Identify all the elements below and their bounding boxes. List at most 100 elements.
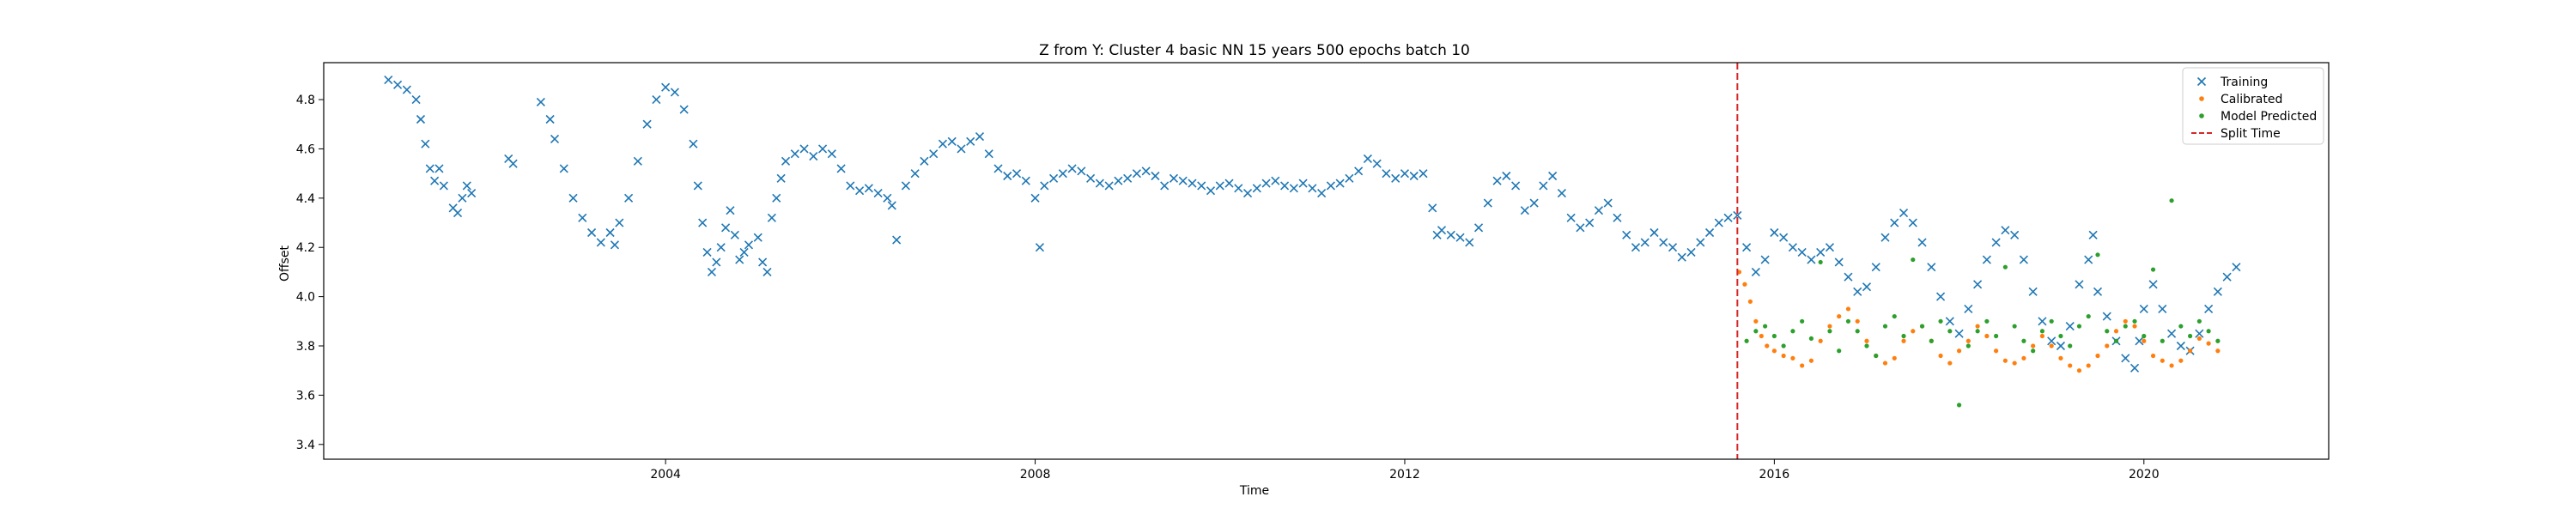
x-stroke <box>975 132 985 142</box>
x-stroke <box>411 94 421 105</box>
training-point <box>568 193 578 203</box>
training-point <box>1354 167 1364 176</box>
training-point <box>1345 173 1354 183</box>
training-point <box>1400 169 1410 179</box>
calibrated-point <box>1781 353 1786 359</box>
model-predicted-point <box>1744 338 1749 343</box>
x-stroke <box>1511 181 1521 191</box>
x-stroke <box>966 136 975 146</box>
training-point <box>1659 238 1668 247</box>
calibrated-point <box>2215 348 2221 354</box>
x-stroke <box>2047 336 2057 346</box>
x-stroke <box>846 181 855 191</box>
axes: 2004 2008 2012 2016 2020 3.4 3.6 3.8 4.0 4.2 4.4 4.… <box>296 62 2330 482</box>
x-stroke <box>730 230 739 239</box>
x-stroke <box>2065 321 2075 331</box>
model-predicted-point <box>2086 313 2091 319</box>
x-stroke <box>1095 179 1104 188</box>
x-stroke <box>416 114 426 124</box>
x-stroke <box>716 243 726 252</box>
training-point <box>2019 255 2028 264</box>
x-stroke <box>1825 243 1835 252</box>
training-point <box>425 164 434 173</box>
x-stroke <box>453 208 463 218</box>
x-stroke <box>1419 169 1428 179</box>
training-point <box>596 238 605 247</box>
x-stroke <box>772 193 781 203</box>
x-stroke <box>901 181 910 191</box>
x-stroke <box>1188 179 1197 188</box>
x-stroke <box>1058 169 1067 179</box>
x-stroke <box>721 223 731 233</box>
training-point <box>2222 272 2232 282</box>
training-point <box>712 258 721 267</box>
training-point <box>1289 184 1298 193</box>
x-stroke <box>462 181 471 191</box>
training-point <box>1853 287 1862 296</box>
y-tick-label: 4.2 <box>296 241 315 255</box>
training-point <box>1982 255 1991 264</box>
model-predicted-point <box>2068 343 2073 348</box>
model-predicted-point <box>1753 329 1759 334</box>
x-stroke <box>1391 173 1400 183</box>
training-point <box>993 164 1003 173</box>
calibrated-point <box>1855 318 1860 324</box>
x-stroke <box>1455 233 1465 242</box>
training-point <box>1677 252 1686 262</box>
training-point <box>1335 179 1345 188</box>
training-point <box>1760 255 1770 264</box>
training-point <box>1178 176 1188 185</box>
x-stroke <box>1252 184 1261 193</box>
x-stroke <box>421 139 430 148</box>
x-stroke <box>693 181 702 191</box>
x-stroke <box>984 149 993 159</box>
x-stroke <box>393 80 403 89</box>
training-point <box>642 119 652 129</box>
training-point <box>1382 169 1391 179</box>
x-stroke <box>1123 173 1133 183</box>
x-stroke <box>430 176 440 185</box>
training-point <box>855 186 865 196</box>
training-point <box>1788 243 1797 252</box>
x-stroke <box>1899 208 1909 218</box>
model-predicted-point <box>1818 259 1823 265</box>
model-predicted-point <box>2076 324 2082 329</box>
training-point <box>790 149 799 159</box>
training-point <box>767 213 776 222</box>
x-stroke <box>615 218 624 227</box>
x-stroke <box>1035 243 1044 252</box>
legend-box <box>2182 67 2324 145</box>
calibrated-point <box>1827 324 1832 329</box>
model-predicted-point <box>2160 338 2165 343</box>
x-stroke <box>504 154 513 163</box>
training-point <box>910 169 920 179</box>
training-point <box>2129 363 2140 373</box>
x-stroke <box>1659 238 1668 247</box>
training-point <box>753 233 762 242</box>
model-predicted-point <box>2105 329 2110 334</box>
training-point <box>1215 181 1224 191</box>
x-stroke <box>1382 169 1391 179</box>
x-stroke <box>1982 255 1991 264</box>
calibrated-point <box>2058 355 2063 360</box>
training-point <box>1252 184 1261 193</box>
x-stroke <box>790 149 799 159</box>
x-stroke <box>1668 243 1678 252</box>
model-predicted-point <box>1938 318 1943 324</box>
x-tick-label: 2012 <box>1389 468 1420 482</box>
training-point <box>809 151 818 161</box>
training-point <box>624 193 634 203</box>
calibrated-point <box>2142 338 2147 343</box>
x-stroke <box>1289 184 1298 193</box>
x-stroke <box>1040 181 1049 191</box>
x-stroke <box>1751 267 1760 276</box>
x-stroke <box>536 97 545 106</box>
training-point <box>1114 176 1123 185</box>
training-point <box>1917 238 1927 247</box>
x-stroke <box>864 184 873 193</box>
training-point <box>1030 193 1040 203</box>
x-stroke <box>1104 181 1114 191</box>
x-stroke <box>726 206 735 215</box>
training-point <box>1770 227 1779 238</box>
